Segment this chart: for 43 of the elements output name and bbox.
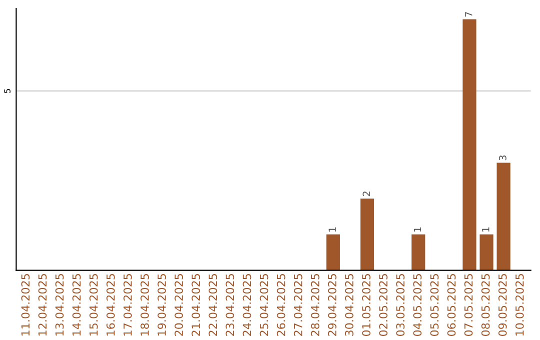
x-tick-label: 17.04.2025: [123, 274, 132, 336]
x-tick-label: 27.04.2025: [294, 274, 302, 336]
data-label: 7: [465, 12, 472, 17]
x-tick-label: 01.05.2025: [362, 274, 370, 336]
x-tick-label: 08.05.2025: [481, 274, 490, 336]
x-tick-label: 14.04.2025: [72, 274, 81, 336]
x-tick-label: 11.04.2025: [21, 274, 30, 336]
bar: [412, 234, 426, 270]
x-tick-label: 19.04.2025: [158, 274, 166, 336]
x-tick-label: 30.04.2025: [345, 274, 354, 336]
ref-line-label: 5: [4, 89, 10, 93]
x-tick-label: 15.04.2025: [89, 274, 98, 336]
x-tick-label: 20.04.2025: [174, 274, 184, 336]
x-tick-label: 10.05.2025: [515, 274, 524, 336]
x-tick-label: 24.04.2025: [242, 274, 252, 336]
data-label: 1: [414, 227, 422, 232]
data-label: 1: [482, 227, 490, 232]
x-tick-label: 23.04.2025: [226, 274, 234, 336]
x-tick-label: 22.04.2025: [208, 274, 218, 336]
x-tick-label: 25.04.2025: [260, 274, 268, 336]
x-tick-label: 03.05.2025: [396, 274, 405, 336]
x-tick-label: 28.04.2025: [310, 274, 320, 336]
x-tick-label: 26.04.2025: [276, 274, 286, 336]
bar: [326, 234, 340, 270]
x-tick-label: 29.04.2025: [328, 274, 336, 336]
x-tick-label: 18.04.2025: [140, 274, 149, 336]
bar: [360, 198, 374, 270]
data-label: 1: [328, 227, 336, 232]
data-label: 3: [499, 156, 506, 160]
data-label: 2: [362, 192, 370, 196]
bar: [462, 19, 476, 270]
x-tick-label: 02.05.2025: [379, 274, 388, 336]
x-tick-label: 12.04.2025: [38, 274, 47, 336]
x-tick-label: 21.04.2025: [192, 274, 200, 336]
bar: [496, 162, 510, 270]
x-tick-label: 09.05.2025: [498, 274, 507, 336]
x-tick-label: 16.04.2025: [106, 274, 115, 336]
x-tick-label: 04.05.2025: [413, 274, 422, 336]
bar: [480, 234, 494, 270]
x-tick-label: 06.05.2025: [447, 274, 456, 336]
x-tick-label: 07.05.2025: [464, 274, 473, 336]
x-tick-label: 05.05.2025: [430, 274, 439, 336]
x-tick-label: 13.04.2025: [55, 274, 64, 336]
